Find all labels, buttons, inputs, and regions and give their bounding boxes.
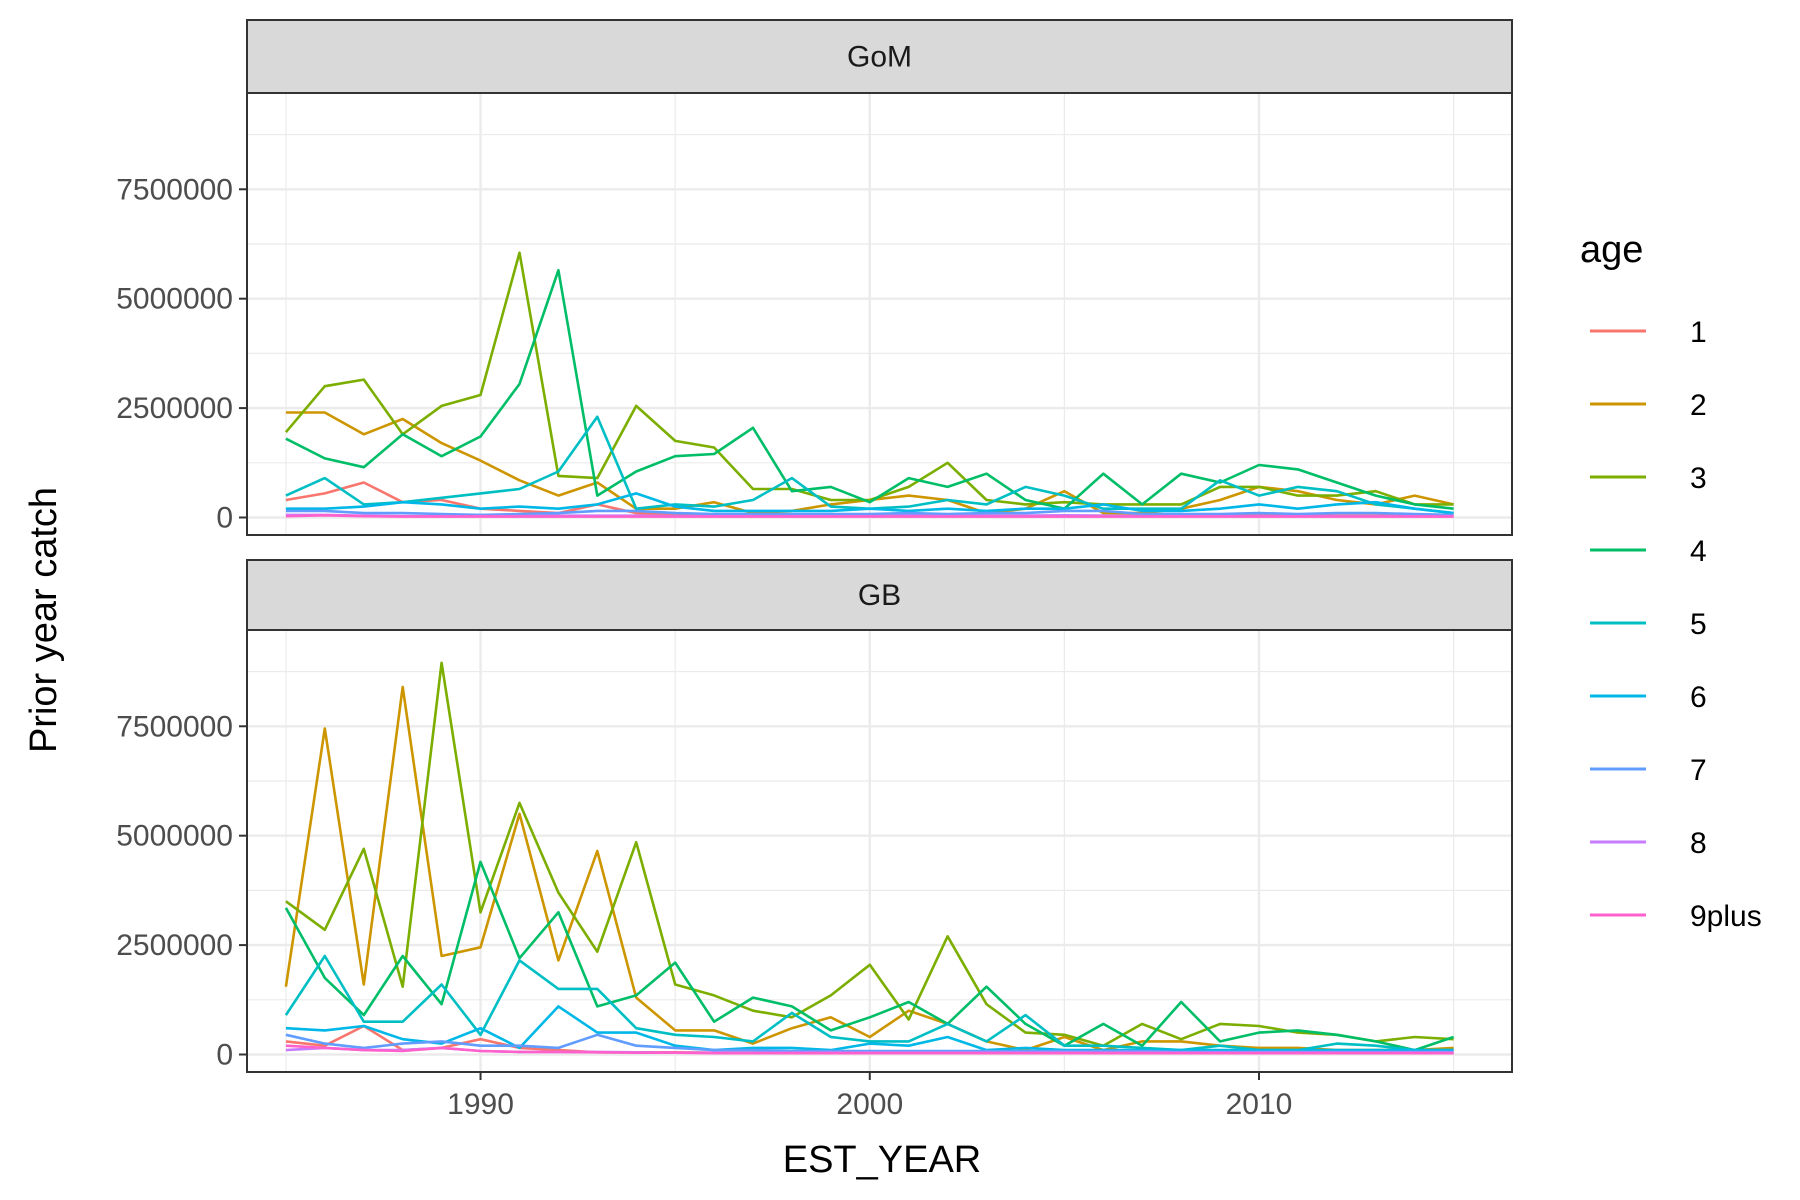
series-line-age-4 <box>284 860 1455 1052</box>
panel-gom: GoM 0 2500000 5000000 7500000 <box>116 19 1513 536</box>
legend-item-5: 5 <box>1590 608 1707 641</box>
series-line-age-6 <box>285 492 1454 515</box>
series-line-age-2 <box>284 685 1454 1052</box>
x-tick-label: 1990 <box>447 1088 514 1121</box>
legend-title: age <box>1580 229 1643 271</box>
legend-item-2: 2 <box>1590 389 1707 422</box>
legend-item-6: 6 <box>1590 681 1707 714</box>
y-tick-label: 5000000 <box>116 283 233 316</box>
y-axis-title: Prior year catch <box>23 487 65 753</box>
y-axis-ticks: 0 2500000 5000000 7500000 <box>116 710 247 1071</box>
series-lines <box>284 661 1455 1055</box>
legend-label: 5 <box>1690 608 1707 641</box>
panel-border <box>246 629 1513 1073</box>
series-line-age-4 <box>285 268 1454 511</box>
y-tick-label: 5000000 <box>116 820 233 853</box>
legend-item-1: 1 <box>1590 316 1707 349</box>
series-line-age-3 <box>284 251 1454 506</box>
legend-label: 1 <box>1690 316 1707 349</box>
series-line-age-6 <box>285 1005 1454 1052</box>
legend-item-3: 3 <box>1590 462 1707 495</box>
legend-label: 7 <box>1690 754 1707 787</box>
legend-label: 3 <box>1690 462 1707 495</box>
legend-item-8: 8 <box>1590 827 1707 860</box>
series-line-age-9plus <box>285 1044 1454 1055</box>
legend-item-4: 4 <box>1590 535 1707 568</box>
y-tick-label: 7500000 <box>116 710 233 743</box>
facet-panels: GoM 0 2500000 5000000 7500000 GB 0 2500000 50000… <box>116 19 1513 1073</box>
legend-item-9plus: 9plus <box>1590 900 1762 933</box>
strip-background <box>246 19 1513 94</box>
y-tick-label: 0 <box>216 1038 233 1071</box>
series-line-age-9plus <box>285 513 1454 518</box>
legend-label: 4 <box>1690 535 1707 568</box>
x-axis-title: EST_YEAR <box>783 1139 982 1181</box>
legend-label: 8 <box>1690 827 1707 860</box>
strip-background <box>246 559 1513 631</box>
y-tick-label: 7500000 <box>116 173 233 206</box>
strip-label: GB <box>858 579 901 612</box>
strip-label: GoM <box>847 41 912 74</box>
panel-background <box>247 93 1512 535</box>
panel-border <box>246 92 1513 536</box>
series-line-age-3 <box>285 661 1454 1047</box>
x-tick-label: 2010 <box>1226 1088 1293 1121</box>
gridlines <box>247 630 1512 1072</box>
panel-background <box>247 630 1512 1072</box>
panel-gb: GB 0 2500000 5000000 7500000 <box>116 559 1513 1073</box>
legend-label: 9plus <box>1690 900 1762 933</box>
legend: age 1 2 3 4 5 6 7 8 9plus <box>1580 229 1762 933</box>
y-axis-ticks: 0 2500000 5000000 7500000 <box>116 173 247 534</box>
legend-label: 2 <box>1690 389 1707 422</box>
y-tick-label: 2500000 <box>116 392 233 425</box>
y-tick-label: 2500000 <box>116 929 233 962</box>
series-lines <box>284 251 1454 518</box>
x-axis-ticks: 1990 2000 2010 <box>447 1072 1292 1121</box>
legend-label: 6 <box>1690 681 1707 714</box>
x-tick-label: 2000 <box>836 1088 903 1121</box>
legend-item-7: 7 <box>1590 754 1707 787</box>
y-tick-label: 0 <box>216 501 233 534</box>
